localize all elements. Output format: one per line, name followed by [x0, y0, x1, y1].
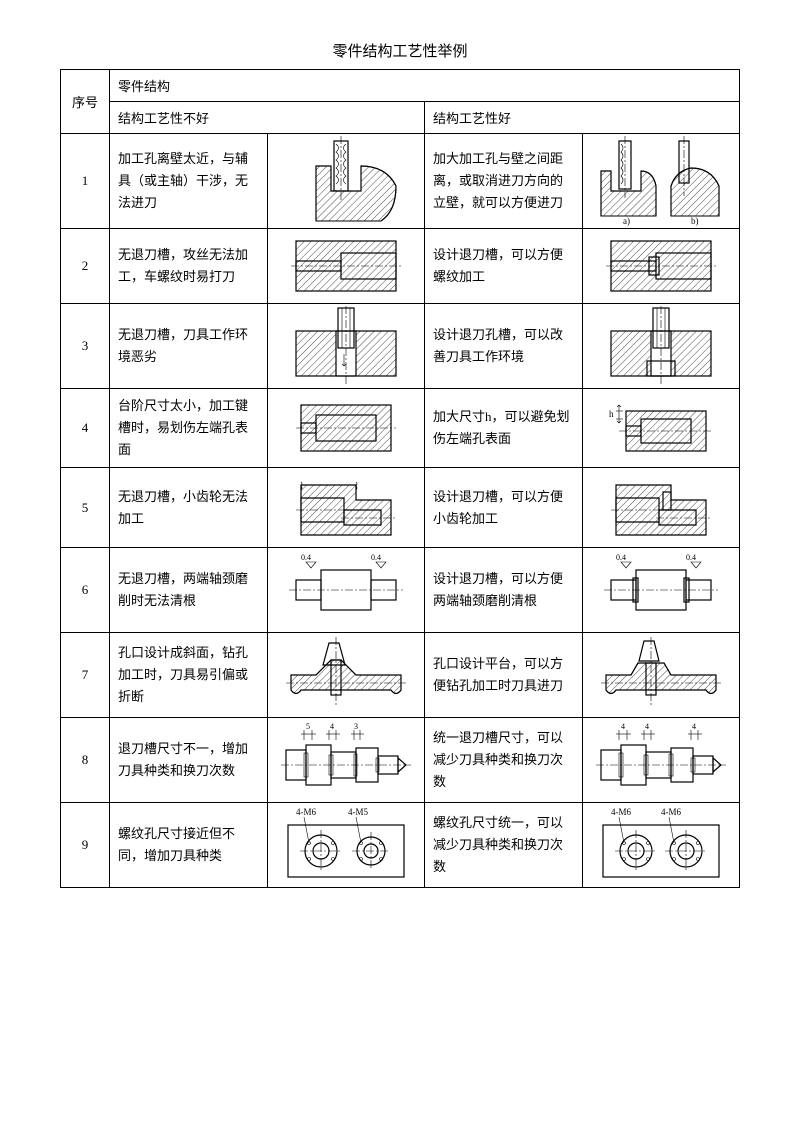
- table-row: 4 台阶尺寸太小，加工键槽时，易划伤左端孔表面 加大尺寸h，可以避免划伤左端孔表…: [61, 389, 740, 468]
- bad-diagram: 0.4 0.4: [267, 548, 425, 633]
- label-rough-right: 0.4: [371, 553, 381, 562]
- bad-diagram: 5 4 3: [267, 718, 425, 803]
- table-row: 5 无退刀槽，小齿轮无法加工 设计退刀槽，可以方便小齿轮加工: [61, 468, 740, 548]
- bad-text: 无退刀槽，刀具工作环境恶劣: [110, 304, 268, 389]
- header-good: 结构工艺性好: [425, 102, 740, 134]
- bad-diagram: [267, 304, 425, 389]
- row-num: 4: [61, 389, 110, 468]
- bad-text: 无退刀槽，攻丝无法加工，车螺纹时易打刀: [110, 229, 268, 304]
- good-diagram: 0.4 0.4: [582, 548, 740, 633]
- bad-diagram: [267, 633, 425, 718]
- good-text: 设计退刀槽，可以方便小齿轮加工: [425, 468, 583, 548]
- table-row: 2 无退刀槽，攻丝无法加工，车螺纹时易打刀 设计退刀槽，可以方便螺纹加工: [61, 229, 740, 304]
- examples-table: 序号 零件结构 结构工艺性不好 结构工艺性好 1 加工孔离壁太近，与辅具（或主轴…: [60, 69, 740, 888]
- thread-label: 4-M6: [296, 807, 316, 817]
- bad-text: 孔口设计成斜面，钻孔加工时，刀具易引偏或折断: [110, 633, 268, 718]
- good-text: 设计退刀槽，可以方便两端轴颈磨削清根: [425, 548, 583, 633]
- good-diagram: [582, 633, 740, 718]
- label-a: a): [623, 216, 630, 226]
- row-num: 2: [61, 229, 110, 304]
- table-row: 3 无退刀槽，刀具工作环境恶劣 设计退刀孔槽，可以改善刀具工作环境: [61, 304, 740, 389]
- bad-diagram: [267, 389, 425, 468]
- row-num: 5: [61, 468, 110, 548]
- good-diagram: 4 4 4: [582, 718, 740, 803]
- bad-text: 加工孔离壁太近，与辅具（或主轴）干涉，无法进刀: [110, 134, 268, 229]
- thread-label: 4-M6: [611, 807, 631, 817]
- label-b: b): [691, 216, 699, 226]
- good-diagram: 4-M6 4-M6: [582, 803, 740, 888]
- bad-text: 无退刀槽，小齿轮无法加工: [110, 468, 268, 548]
- bad-diagram: 4-M6 4-M5: [267, 803, 425, 888]
- bad-diagram: [267, 229, 425, 304]
- header-structure: 零件结构: [110, 70, 740, 102]
- label-h: h: [609, 409, 614, 419]
- good-diagram: h: [582, 389, 740, 468]
- dim: 4: [621, 722, 625, 731]
- row-num: 1: [61, 134, 110, 229]
- good-diagram: [582, 229, 740, 304]
- page-title: 零件结构工艺性举例: [60, 40, 740, 61]
- thread-label: 4-M6: [661, 807, 681, 817]
- good-text: 孔口设计平台，可以方便钻孔加工时刀具进刀: [425, 633, 583, 718]
- row-num: 7: [61, 633, 110, 718]
- bad-diagram: [267, 134, 425, 229]
- good-text: 统一退刀槽尺寸，可以减少刀具种类和换刀次数: [425, 718, 583, 803]
- dim: 4: [692, 722, 696, 731]
- dim: 4: [330, 722, 334, 731]
- good-diagram: [582, 468, 740, 548]
- row-num: 9: [61, 803, 110, 888]
- dim: 4: [645, 722, 649, 731]
- table-row: 1 加工孔离壁太近，与辅具（或主轴）干涉，无法进刀 加大加工孔与壁之间距离，或取…: [61, 134, 740, 229]
- dim: 5: [306, 722, 310, 731]
- good-diagram: a) b): [582, 134, 740, 229]
- label-rough-left: 0.4: [301, 553, 311, 562]
- header-seq: 序号: [61, 70, 110, 134]
- label-rough-left: 0.4: [616, 553, 626, 562]
- good-text: 加大尺寸h，可以避免划伤左端孔表面: [425, 389, 583, 468]
- row-num: 6: [61, 548, 110, 633]
- good-text: 加大加工孔与壁之间距离，或取消进刀方向的立壁，就可以方便进刀: [425, 134, 583, 229]
- table-row: 9 螺纹孔尺寸接近但不同，增加刀具种类 4-M6 4-M5 螺纹孔尺寸统一，可以…: [61, 803, 740, 888]
- label-rough-right: 0.4: [686, 553, 696, 562]
- dim: 3: [354, 722, 358, 731]
- good-text: 设计退刀槽，可以方便螺纹加工: [425, 229, 583, 304]
- bad-text: 退刀槽尺寸不一，增加刀具种类和换刀次数: [110, 718, 268, 803]
- bad-text: 台阶尺寸太小，加工键槽时，易划伤左端孔表面: [110, 389, 268, 468]
- good-text: 螺纹孔尺寸统一，可以减少刀具种类和换刀次数: [425, 803, 583, 888]
- bad-text: 螺纹孔尺寸接近但不同，增加刀具种类: [110, 803, 268, 888]
- table-row: 6 无退刀槽，两端轴颈磨削时无法清根 0.4 0.4 设计退刀槽，可以方便两端轴…: [61, 548, 740, 633]
- good-diagram: [582, 304, 740, 389]
- row-num: 8: [61, 718, 110, 803]
- table-row: 8 退刀槽尺寸不一，增加刀具种类和换刀次数 5 4: [61, 718, 740, 803]
- bad-text: 无退刀槽，两端轴颈磨削时无法清根: [110, 548, 268, 633]
- good-text: 设计退刀孔槽，可以改善刀具工作环境: [425, 304, 583, 389]
- thread-label: 4-M5: [348, 807, 368, 817]
- header-bad: 结构工艺性不好: [110, 102, 425, 134]
- row-num: 3: [61, 304, 110, 389]
- table-row: 7 孔口设计成斜面，钻孔加工时，刀具易引偏或折断 孔口设计平台，可以方便钻孔加工…: [61, 633, 740, 718]
- bad-diagram: [267, 468, 425, 548]
